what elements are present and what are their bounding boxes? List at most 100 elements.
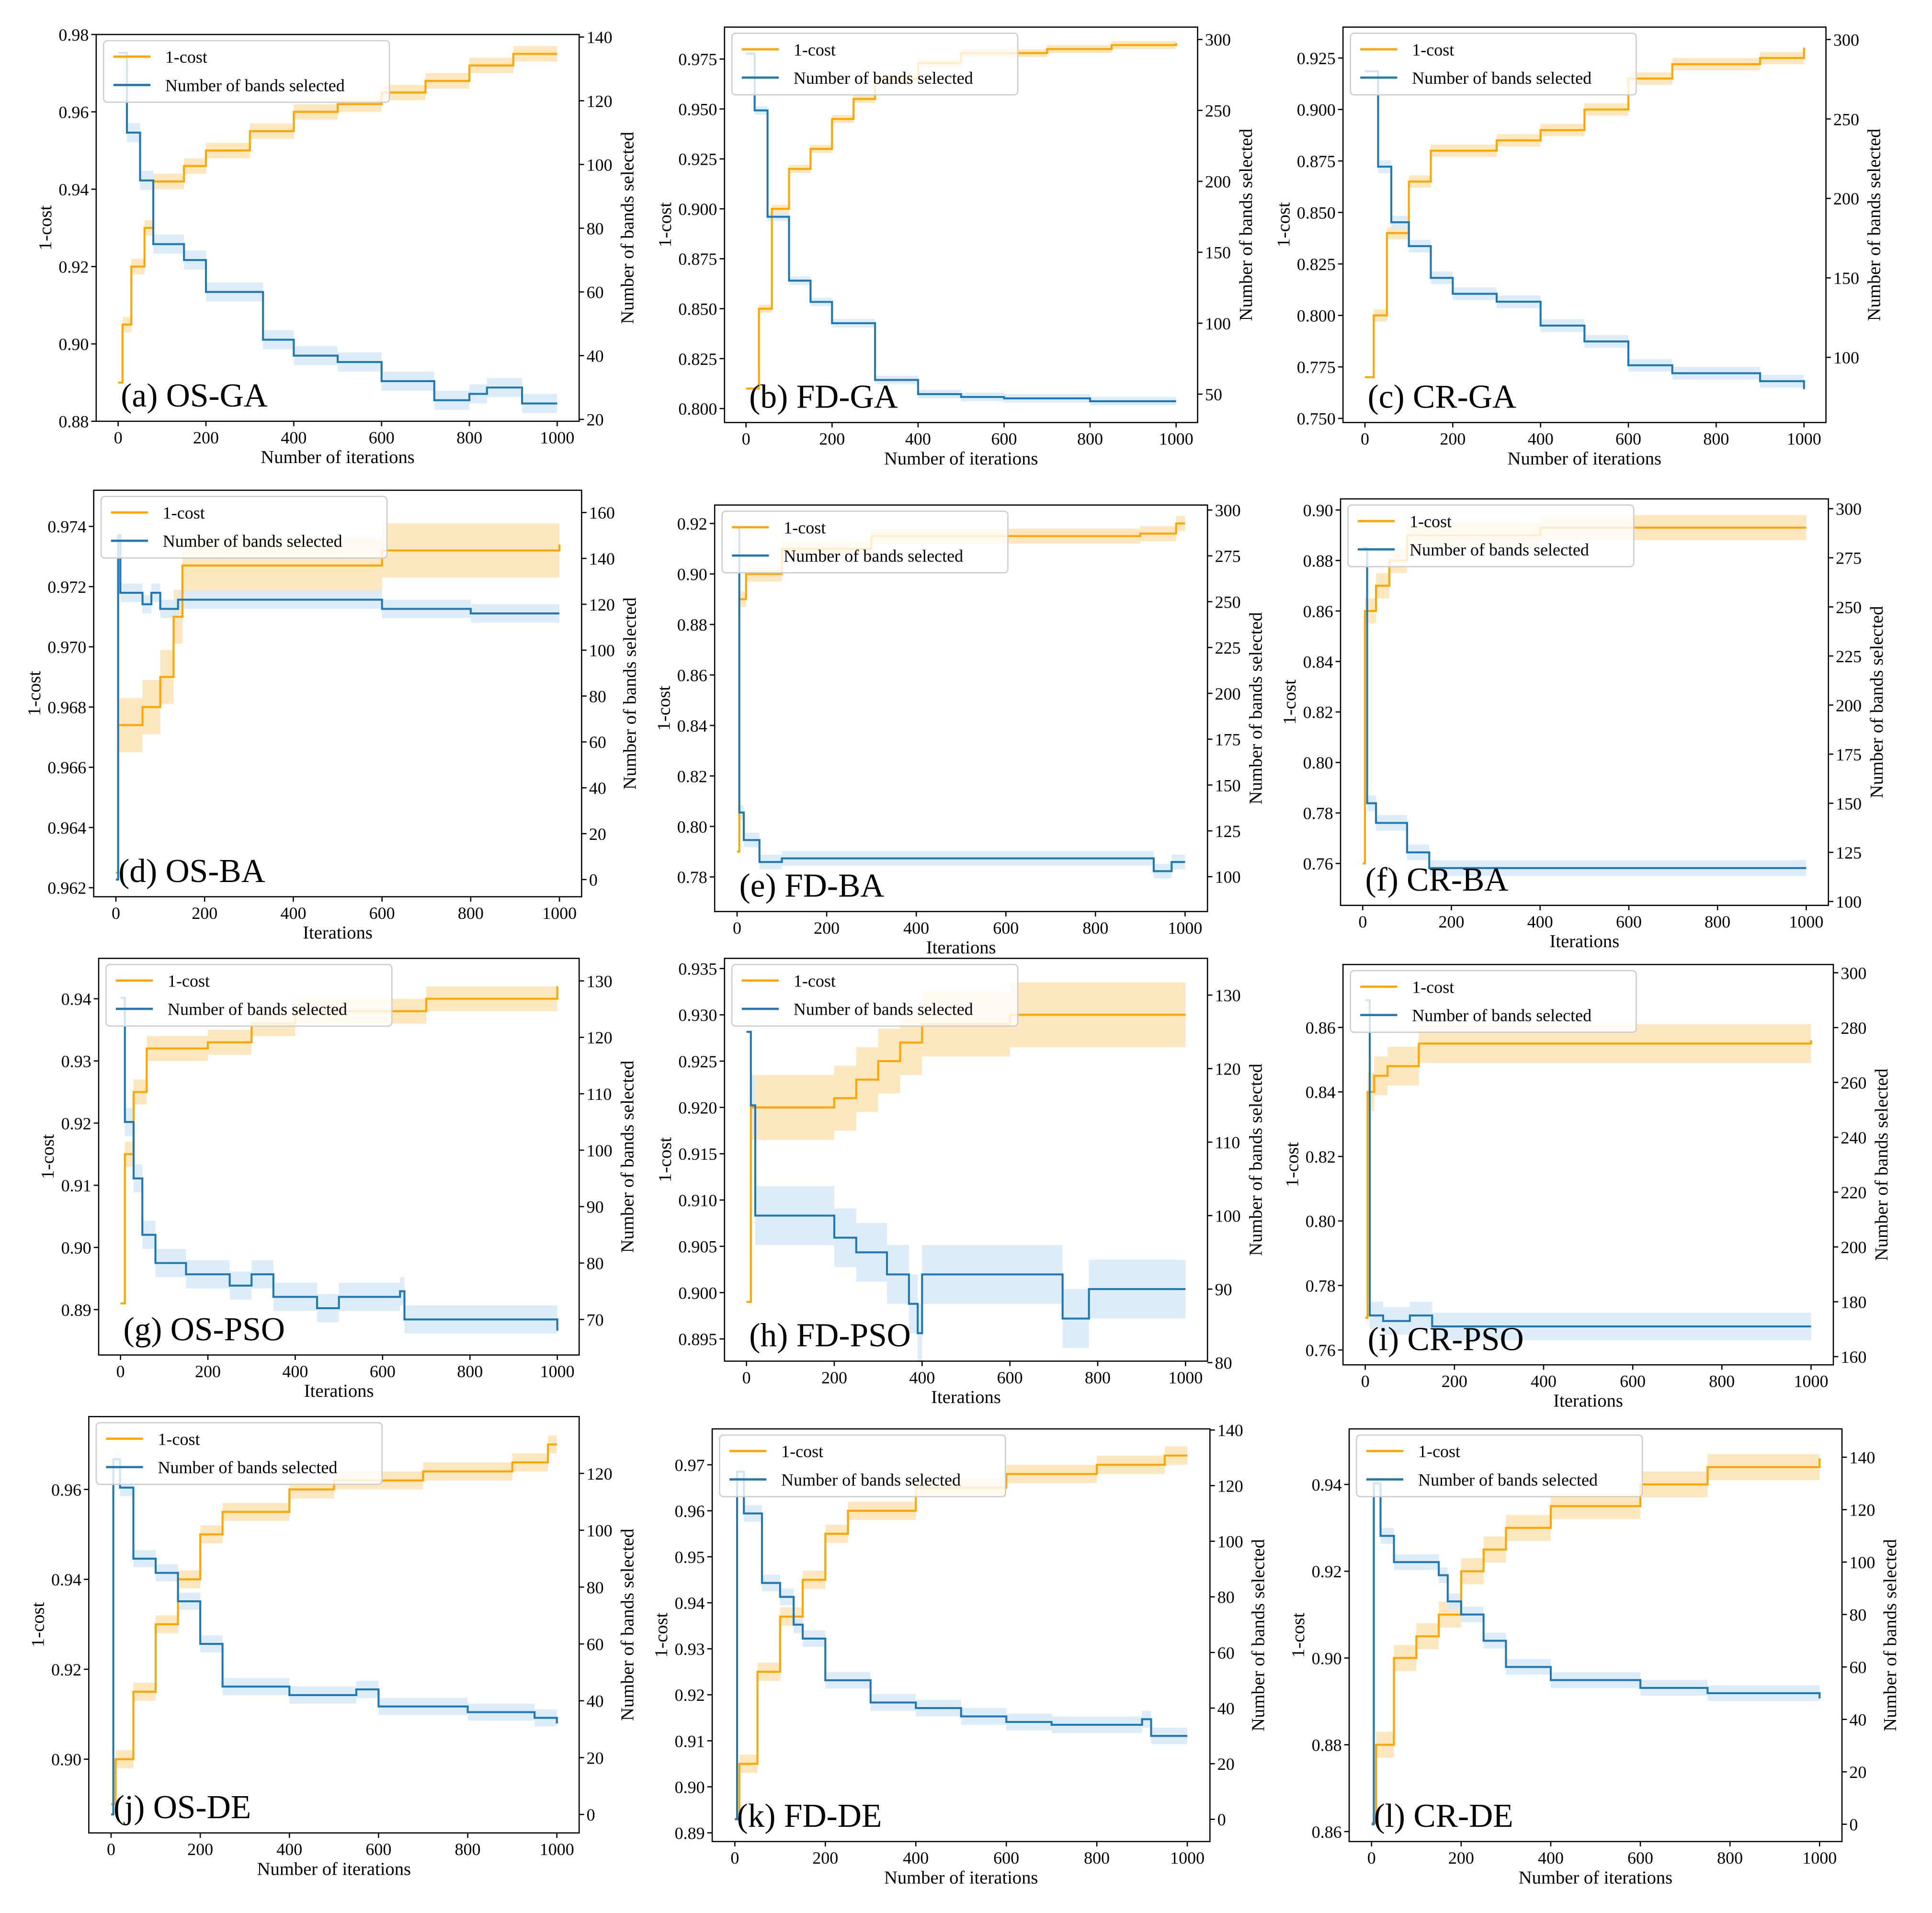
legend: 1-cost Number of bands selected [1356,1434,1643,1497]
cost-line [735,1454,1188,1820]
x-axis-label: Iterations [1550,931,1620,951]
y2-tick-label: 130 [1215,986,1241,1005]
y-tick-label: 0.90 [675,1777,705,1797]
y2-tick-label: 70 [587,1310,604,1329]
subplot-1: 0 200 400 600 800 1000 0.800 0.825 0.850 0.875 0.9… [655,26,1256,469]
y-tick-label: 0.96 [51,1480,81,1499]
legend-entry: 1-cost [1418,1442,1460,1461]
y2-tick-label: 200 [1205,172,1231,192]
x-tick-label: 200 [1440,430,1466,449]
x-tick-label: 1000 [1789,912,1823,931]
y2-axis-label: Number of bands selected [1236,129,1256,321]
y2-tick-label: 100 [1215,1206,1241,1225]
cost-line [1371,1458,1821,1824]
x-tick-label: 400 [1538,1848,1564,1868]
y2-tick-label: 125 [1836,843,1862,862]
y2-tick-label: 80 [589,687,606,706]
y2-tick-label: 280 [1841,1019,1866,1038]
axes-frame [724,26,1198,423]
y-tick-label: 0.80 [677,817,707,837]
y-tick-label: 0.93 [61,1052,91,1071]
y-tick-label: 0.925 [1297,49,1336,68]
bands-confidence-band [111,1450,557,1815]
legend: 1-cost Number of bands selected [1350,970,1637,1033]
y2-tick-label: 90 [1215,1280,1232,1299]
y2-tick-label: 120 [587,1028,613,1047]
y-tick-label: 0.78 [1303,804,1333,823]
legend-entry: 1-cost [163,503,205,522]
x-tick-label: 0 [116,1362,125,1381]
y-tick-label: 0.92 [675,1686,705,1705]
panel-label: (k) FD-DE [737,1798,882,1834]
y2-tick-label: 120 [1217,1476,1243,1495]
y2-tick-label: 110 [1215,1133,1240,1152]
x-tick-label: 0 [742,1368,751,1387]
y2-tick-label: 20 [1217,1755,1235,1774]
bands-selected-line [118,52,557,405]
y2-tick-label: 100 [587,1141,613,1160]
y-tick-label: 0.90 [61,1238,91,1257]
bands-confidence-band [735,1463,1188,1820]
legend-box [1347,504,1635,567]
y2-tick-label: 140 [1849,1448,1875,1467]
axes-frame [1342,963,1834,1366]
y2-tick-label: 40 [1849,1710,1866,1730]
x-tick-label: 200 [812,1848,838,1868]
x-tick-label: 0 [1361,430,1369,449]
y-tick-label: 0.850 [1297,204,1336,223]
y-tick-label: 0.86 [1306,1018,1336,1037]
y2-tick-label: 60 [1217,1643,1235,1663]
x-tick-label: 800 [1703,430,1729,449]
y-tick-label: 0.97 [675,1456,705,1475]
bands-selected-line [735,1471,1188,1821]
y-tick-label: 0.825 [678,350,717,369]
x-axis-label: Number of iterations [1519,1868,1672,1888]
y-tick-label: 0.750 [1297,409,1336,429]
subplot-9: 0 200 400 600 800 1000 0.90 0.92 0.94 0.96 0 20 40 60… [28,1416,637,1879]
x-tick-label: 200 [814,918,840,938]
y-tick-label: 0.92 [51,1660,81,1679]
bands-selected-line [1365,70,1805,389]
y-tick-label: 0.80 [1303,753,1333,772]
x-tick-label: 0 [742,430,750,449]
x-tick-label: 600 [369,904,395,923]
y-tick-label: 0.970 [47,638,86,657]
x-axis-label: Iterations [926,938,996,958]
y2-tick-label: 0 [587,1805,595,1824]
y-tick-label: 0.90 [1303,501,1333,520]
y2-tick-label: 260 [1841,1073,1866,1092]
bands-selected-line [120,996,558,1331]
x-tick-label: 0 [112,904,120,923]
y2-tick-label: 150 [1833,269,1859,288]
y-axis-label: 1-cost [655,202,675,248]
x-tick-label: 400 [903,1848,929,1868]
y-tick-label: 0.98 [58,25,89,45]
y-tick-label: 0.895 [678,1330,717,1349]
legend: 1-cost Number of bands selected [95,1422,383,1485]
y2-tick-label: 60 [587,1635,604,1654]
y2-tick-label: 0 [1849,1815,1858,1834]
x-tick-label: 600 [370,1362,396,1381]
x-tick-label: 800 [458,904,484,923]
legend-entry: 1-cost [168,972,210,991]
y-axis-label: 1-cost [1288,1612,1308,1658]
x-tick-label: 600 [997,1368,1023,1387]
legend-entry: 1-cost [781,1442,823,1461]
y2-tick-label: 0 [1217,1810,1226,1829]
plot-area [1371,1445,1821,1825]
y2-tick-label: 250 [1205,101,1231,120]
x-tick-label: 600 [1615,430,1641,449]
panel-label: (c) CR-GA [1368,378,1516,415]
y-tick-label: 0.935 [678,959,717,978]
legend: 1-cost Number of bands selected [719,1434,1006,1497]
y2-tick-label: 140 [587,28,613,47]
y-tick-label: 0.84 [1306,1083,1336,1102]
subplot-10: 0 200 400 600 800 10000.890.900.910.920.930.9… [651,1421,1268,1888]
plot-area [116,517,561,881]
y-tick-label: 0.950 [678,100,717,119]
cost-confidence-band [116,517,560,873]
axes-frame [711,1428,1211,1843]
y-tick-label: 0.96 [675,1502,705,1521]
x-tick-label: 800 [1085,1368,1111,1387]
bands-confidence-band [120,997,557,1345]
